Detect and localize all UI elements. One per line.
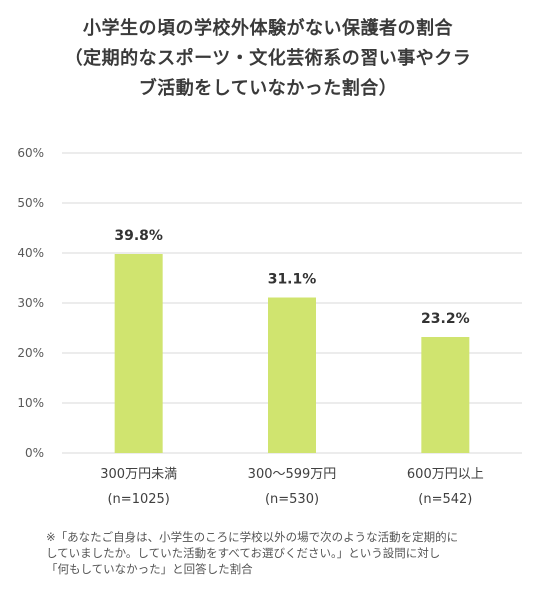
bar-chart: 0% 10% 20% 30% 40% 50% 60% 39.8% 300万円未満 (n=1025)… bbox=[17, 146, 522, 507]
footnote-line-2: していましたか。していた活動をすべてお選びください。」という設問に対し bbox=[46, 546, 441, 560]
y-tick-label: 20% bbox=[17, 346, 44, 360]
bar bbox=[114, 254, 163, 453]
bar bbox=[421, 337, 470, 453]
y-tick-label: 30% bbox=[17, 296, 44, 310]
bar bbox=[268, 297, 316, 453]
y-tick-label: 40% bbox=[17, 246, 44, 260]
y-tick-label: 10% bbox=[17, 396, 44, 410]
x-tick-label: 300万円未満 bbox=[100, 467, 177, 482]
y-tick-label: 60% bbox=[17, 146, 44, 160]
x-tick-sample-size: (n=1025) bbox=[107, 492, 169, 507]
x-tick-sample-size: (n=530) bbox=[265, 492, 319, 507]
x-tick-label: 300～599万円 bbox=[248, 467, 337, 482]
chart-title-line-2: （定期的なスポーツ・文化芸術系の習い事やクラ bbox=[64, 48, 472, 69]
data-label: 31.1% bbox=[268, 272, 317, 288]
footnote-line-3: 「何もしていなかった」と回答した割合 bbox=[46, 562, 253, 576]
x-tick-sample-size: (n=542) bbox=[418, 492, 472, 507]
y-tick-label: 0% bbox=[25, 446, 44, 460]
y-tick-label: 50% bbox=[17, 196, 44, 210]
footnote-line-1: ※「あなたご自身は、小学生のころに学校以外の場で次のような活動を定期的に bbox=[46, 530, 459, 544]
data-label: 39.8% bbox=[114, 228, 163, 244]
x-tick-label: 600万円以上 bbox=[407, 467, 484, 482]
chart-title-line-3: ブ活動をしていなかった割合） bbox=[138, 78, 398, 99]
chart-title-line-1: 小学生の頃の学校外体験がない保護者の割合 bbox=[83, 18, 453, 39]
data-label: 23.2% bbox=[421, 311, 470, 327]
